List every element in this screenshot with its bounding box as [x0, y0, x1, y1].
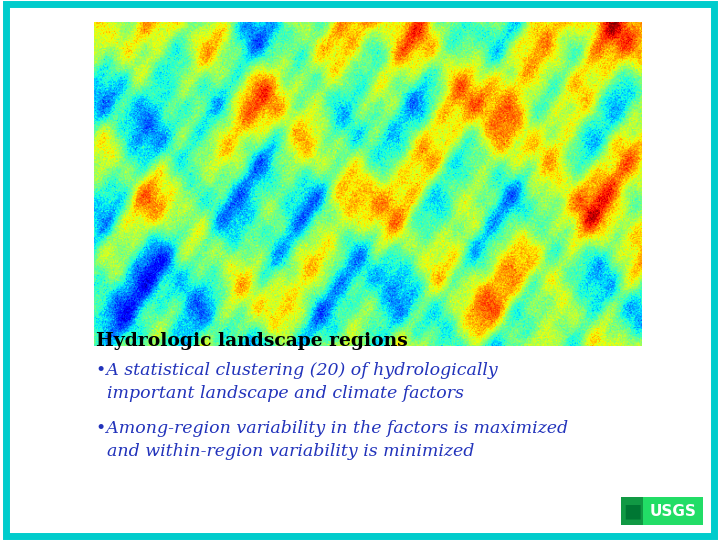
Text: Hydrologic landscape regions: Hydrologic landscape regions — [96, 332, 408, 350]
Text: •A statistical clustering (20) of hydrologically: •A statistical clustering (20) of hydrol… — [96, 362, 498, 379]
Text: USGS: USGS — [649, 503, 696, 518]
Text: ■: ■ — [623, 502, 642, 521]
Text: and within-region variability is minimized: and within-region variability is minimiz… — [107, 443, 474, 460]
Bar — [621, 497, 643, 525]
Text: important landscape and climate factors: important landscape and climate factors — [107, 385, 464, 402]
Text: •Among-region variability in the factors is maximized: •Among-region variability in the factors… — [96, 420, 568, 437]
Bar — [621, 497, 703, 525]
